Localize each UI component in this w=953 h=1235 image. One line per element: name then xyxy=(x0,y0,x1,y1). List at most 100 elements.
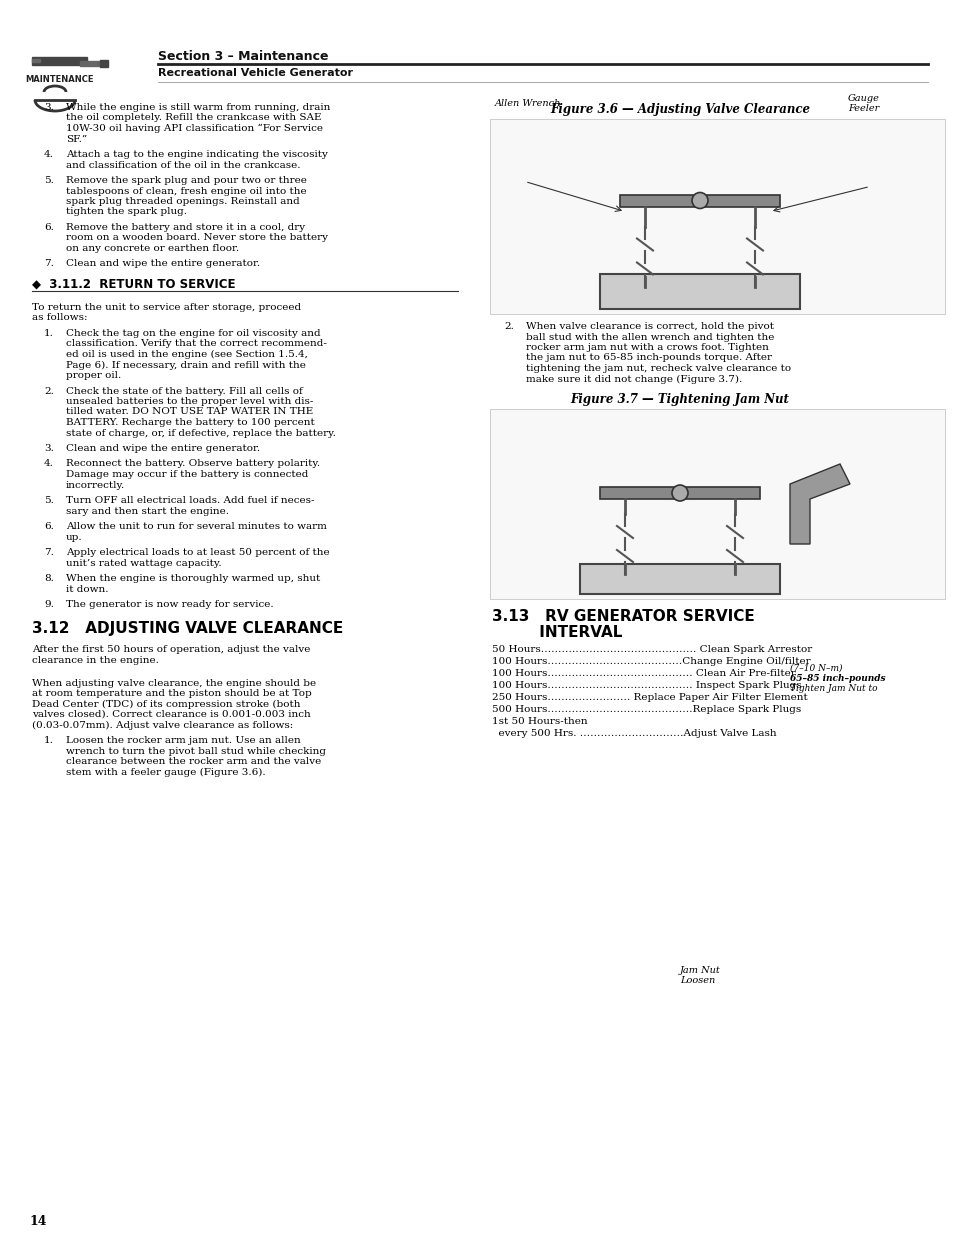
Text: 3.13   RV GENERATOR SERVICE: 3.13 RV GENERATOR SERVICE xyxy=(492,609,754,624)
Text: stem with a feeler gauge (Figure 3.6).: stem with a feeler gauge (Figure 3.6). xyxy=(66,767,265,777)
Text: Reconnect the battery. Observe battery polarity.: Reconnect the battery. Observe battery p… xyxy=(66,459,320,468)
Text: Gauge: Gauge xyxy=(847,94,879,103)
Text: 1st 50 Hours-then: 1st 50 Hours-then xyxy=(492,718,587,726)
Circle shape xyxy=(671,485,687,501)
Text: the oil completely. Refill the crankcase with SAE: the oil completely. Refill the crankcase… xyxy=(66,114,321,122)
Text: INTERVAL: INTERVAL xyxy=(492,625,621,640)
Text: Apply electrical loads to at least 50 percent of the: Apply electrical loads to at least 50 pe… xyxy=(66,548,330,557)
Text: Dead Center (TDC) of its compression stroke (both: Dead Center (TDC) of its compression str… xyxy=(32,699,300,709)
Text: proper oil.: proper oil. xyxy=(66,370,121,380)
Text: 4.: 4. xyxy=(44,459,53,468)
Text: Check the state of the battery. Fill all cells of: Check the state of the battery. Fill all… xyxy=(66,387,302,395)
Text: 2.: 2. xyxy=(503,322,514,331)
Bar xyxy=(490,409,944,599)
Text: SF.”: SF.” xyxy=(66,135,87,143)
Circle shape xyxy=(691,193,707,209)
Text: 2.: 2. xyxy=(44,387,53,395)
Text: Clean and wipe the entire generator.: Clean and wipe the entire generator. xyxy=(66,259,260,268)
Text: The generator is now ready for service.: The generator is now ready for service. xyxy=(66,600,274,609)
Text: ed oil is used in the engine (see Section 1.5.4,: ed oil is used in the engine (see Sectio… xyxy=(66,350,308,359)
Text: up.: up. xyxy=(66,532,83,541)
Text: unsealed batteries to the proper level with dis-: unsealed batteries to the proper level w… xyxy=(66,396,313,406)
Text: When adjusting valve clearance, the engine should be: When adjusting valve clearance, the engi… xyxy=(32,678,315,688)
Text: wrench to turn the pivot ball stud while checking: wrench to turn the pivot ball stud while… xyxy=(66,746,326,756)
Text: Loosen the rocker arm jam nut. Use an allen: Loosen the rocker arm jam nut. Use an al… xyxy=(66,736,300,745)
Text: 6.: 6. xyxy=(44,522,53,531)
Text: 50 Hours……………………………………… Clean Spark Arrestor: 50 Hours……………………………………… Clean Spark Arre… xyxy=(492,645,811,655)
Text: spark plug threaded openings. Reinstall and: spark plug threaded openings. Reinstall … xyxy=(66,198,299,206)
Text: Turn OFF all electrical loads. Add fuel if neces-: Turn OFF all electrical loads. Add fuel … xyxy=(66,496,314,505)
Text: 3.12   ADJUSTING VALVE CLEARANCE: 3.12 ADJUSTING VALVE CLEARANCE xyxy=(32,620,343,636)
Text: 250 Hours…………………… Replace Paper Air Filter Element: 250 Hours…………………… Replace Paper Air Filt… xyxy=(492,693,807,701)
Text: room on a wooden board. Never store the battery: room on a wooden board. Never store the … xyxy=(66,233,328,242)
Bar xyxy=(100,61,108,67)
Text: (0.03-0.07mm). Adjust valve clearance as follows:: (0.03-0.07mm). Adjust valve clearance as… xyxy=(32,720,293,730)
Text: After the first 50 hours of operation, adjust the valve: After the first 50 hours of operation, a… xyxy=(32,646,310,655)
Text: Loosen: Loosen xyxy=(679,976,715,986)
Text: Figure 3.6 — Adjusting Valve Clearance: Figure 3.6 — Adjusting Valve Clearance xyxy=(550,103,809,116)
Text: sary and then start the engine.: sary and then start the engine. xyxy=(66,506,229,515)
Text: 7.: 7. xyxy=(44,259,53,268)
Text: it down.: it down. xyxy=(66,584,109,594)
Text: Remove the battery and store it in a cool, dry: Remove the battery and store it in a coo… xyxy=(66,224,305,232)
Text: ball stud with the allen wrench and tighten the: ball stud with the allen wrench and tigh… xyxy=(525,332,774,342)
Text: tighten the spark plug.: tighten the spark plug. xyxy=(66,207,187,216)
Text: unit’s rated wattage capacity.: unit’s rated wattage capacity. xyxy=(66,558,221,568)
Text: Tighten Jam Nut to: Tighten Jam Nut to xyxy=(789,684,877,693)
Text: 65–85 inch–pounds: 65–85 inch–pounds xyxy=(789,674,884,683)
Text: 500 Hours……………………………………Replace Spark Plugs: 500 Hours……………………………………Replace Spark Plu… xyxy=(492,705,801,714)
Text: classification. Verify that the correct recommend-: classification. Verify that the correct … xyxy=(66,340,327,348)
Text: Figure 3.7 — Tightening Jam Nut: Figure 3.7 — Tightening Jam Nut xyxy=(570,393,789,406)
Text: 100 Hours…………………………………… Clean Air Pre-filter: 100 Hours…………………………………… Clean Air Pre-fi… xyxy=(492,669,795,678)
Bar xyxy=(490,119,944,314)
Text: clearance in the engine.: clearance in the engine. xyxy=(32,656,159,664)
Text: 1.: 1. xyxy=(44,736,53,745)
Text: BATTERY. Recharge the battery to 100 percent: BATTERY. Recharge the battery to 100 per… xyxy=(66,417,314,427)
Text: 100 Hours…………………………………… Inspect Spark Plugs: 100 Hours…………………………………… Inspect Spark Pl… xyxy=(492,680,801,690)
Text: Damage may occur if the battery is connected: Damage may occur if the battery is conne… xyxy=(66,471,308,479)
Text: tablespoons of clean, fresh engine oil into the: tablespoons of clean, fresh engine oil i… xyxy=(66,186,306,195)
Text: incorrectly.: incorrectly. xyxy=(66,480,125,489)
Text: 5.: 5. xyxy=(44,496,53,505)
Text: Attach a tag to the engine indicating the viscosity: Attach a tag to the engine indicating th… xyxy=(66,149,328,159)
Text: 14: 14 xyxy=(30,1215,48,1228)
Text: 1.: 1. xyxy=(44,329,53,338)
Text: 6.: 6. xyxy=(44,224,53,232)
Text: When the engine is thoroughly warmed up, shut: When the engine is thoroughly warmed up,… xyxy=(66,574,320,583)
Text: state of charge, or, if defective, replace the battery.: state of charge, or, if defective, repla… xyxy=(66,429,335,437)
Text: 9.: 9. xyxy=(44,600,53,609)
Text: Check the tag on the engine for oil viscosity and: Check the tag on the engine for oil visc… xyxy=(66,329,320,338)
Text: MAINTENANCE: MAINTENANCE xyxy=(26,75,94,84)
Text: Jam Nut: Jam Nut xyxy=(679,966,720,974)
Text: the jam nut to 65-85 inch-pounds torque. After: the jam nut to 65-85 inch-pounds torque.… xyxy=(525,353,771,363)
Text: When valve clearance is correct, hold the pivot: When valve clearance is correct, hold th… xyxy=(525,322,773,331)
Text: Section 3 – Maintenance: Section 3 – Maintenance xyxy=(158,49,328,63)
Polygon shape xyxy=(789,464,849,543)
Text: on any concrete or earthen floor.: on any concrete or earthen floor. xyxy=(66,245,239,253)
Text: as follows:: as follows: xyxy=(32,314,88,322)
Text: tightening the jam nut, recheck valve clearance to: tightening the jam nut, recheck valve cl… xyxy=(525,364,790,373)
Bar xyxy=(619,194,780,206)
Text: Feeler: Feeler xyxy=(847,104,879,112)
Text: and classification of the oil in the crankcase.: and classification of the oil in the cra… xyxy=(66,161,300,169)
Text: 7.: 7. xyxy=(44,548,53,557)
Text: 100 Hours…………………………………Change Engine Oil/filter: 100 Hours…………………………………Change Engine Oil/… xyxy=(492,657,810,666)
Text: Recreational Vehicle Generator: Recreational Vehicle Generator xyxy=(158,68,353,78)
Text: Remove the spark plug and pour two or three: Remove the spark plug and pour two or th… xyxy=(66,177,307,185)
Text: 10W-30 oil having API classification “For Service: 10W-30 oil having API classification “Fo… xyxy=(66,124,323,133)
Text: 8.: 8. xyxy=(44,574,53,583)
Text: Allow the unit to run for several minutes to warm: Allow the unit to run for several minute… xyxy=(66,522,327,531)
Bar xyxy=(599,487,760,499)
Bar xyxy=(80,61,102,65)
Bar xyxy=(579,564,780,594)
Text: 4.: 4. xyxy=(44,149,53,159)
Text: Page 6). If necessary, drain and refill with the: Page 6). If necessary, drain and refill … xyxy=(66,361,306,369)
Text: 5.: 5. xyxy=(44,177,53,185)
Text: 3.: 3. xyxy=(44,445,53,453)
Text: make sure it did not change (Figure 3.7).: make sure it did not change (Figure 3.7)… xyxy=(525,374,741,384)
Text: While the engine is still warm from running, drain: While the engine is still warm from runn… xyxy=(66,103,330,112)
Text: rocker arm jam nut with a crows foot. Tighten: rocker arm jam nut with a crows foot. Ti… xyxy=(525,343,768,352)
Text: clearance between the rocker arm and the valve: clearance between the rocker arm and the… xyxy=(66,757,321,766)
Bar xyxy=(32,59,40,62)
Text: 3.: 3. xyxy=(44,103,53,112)
